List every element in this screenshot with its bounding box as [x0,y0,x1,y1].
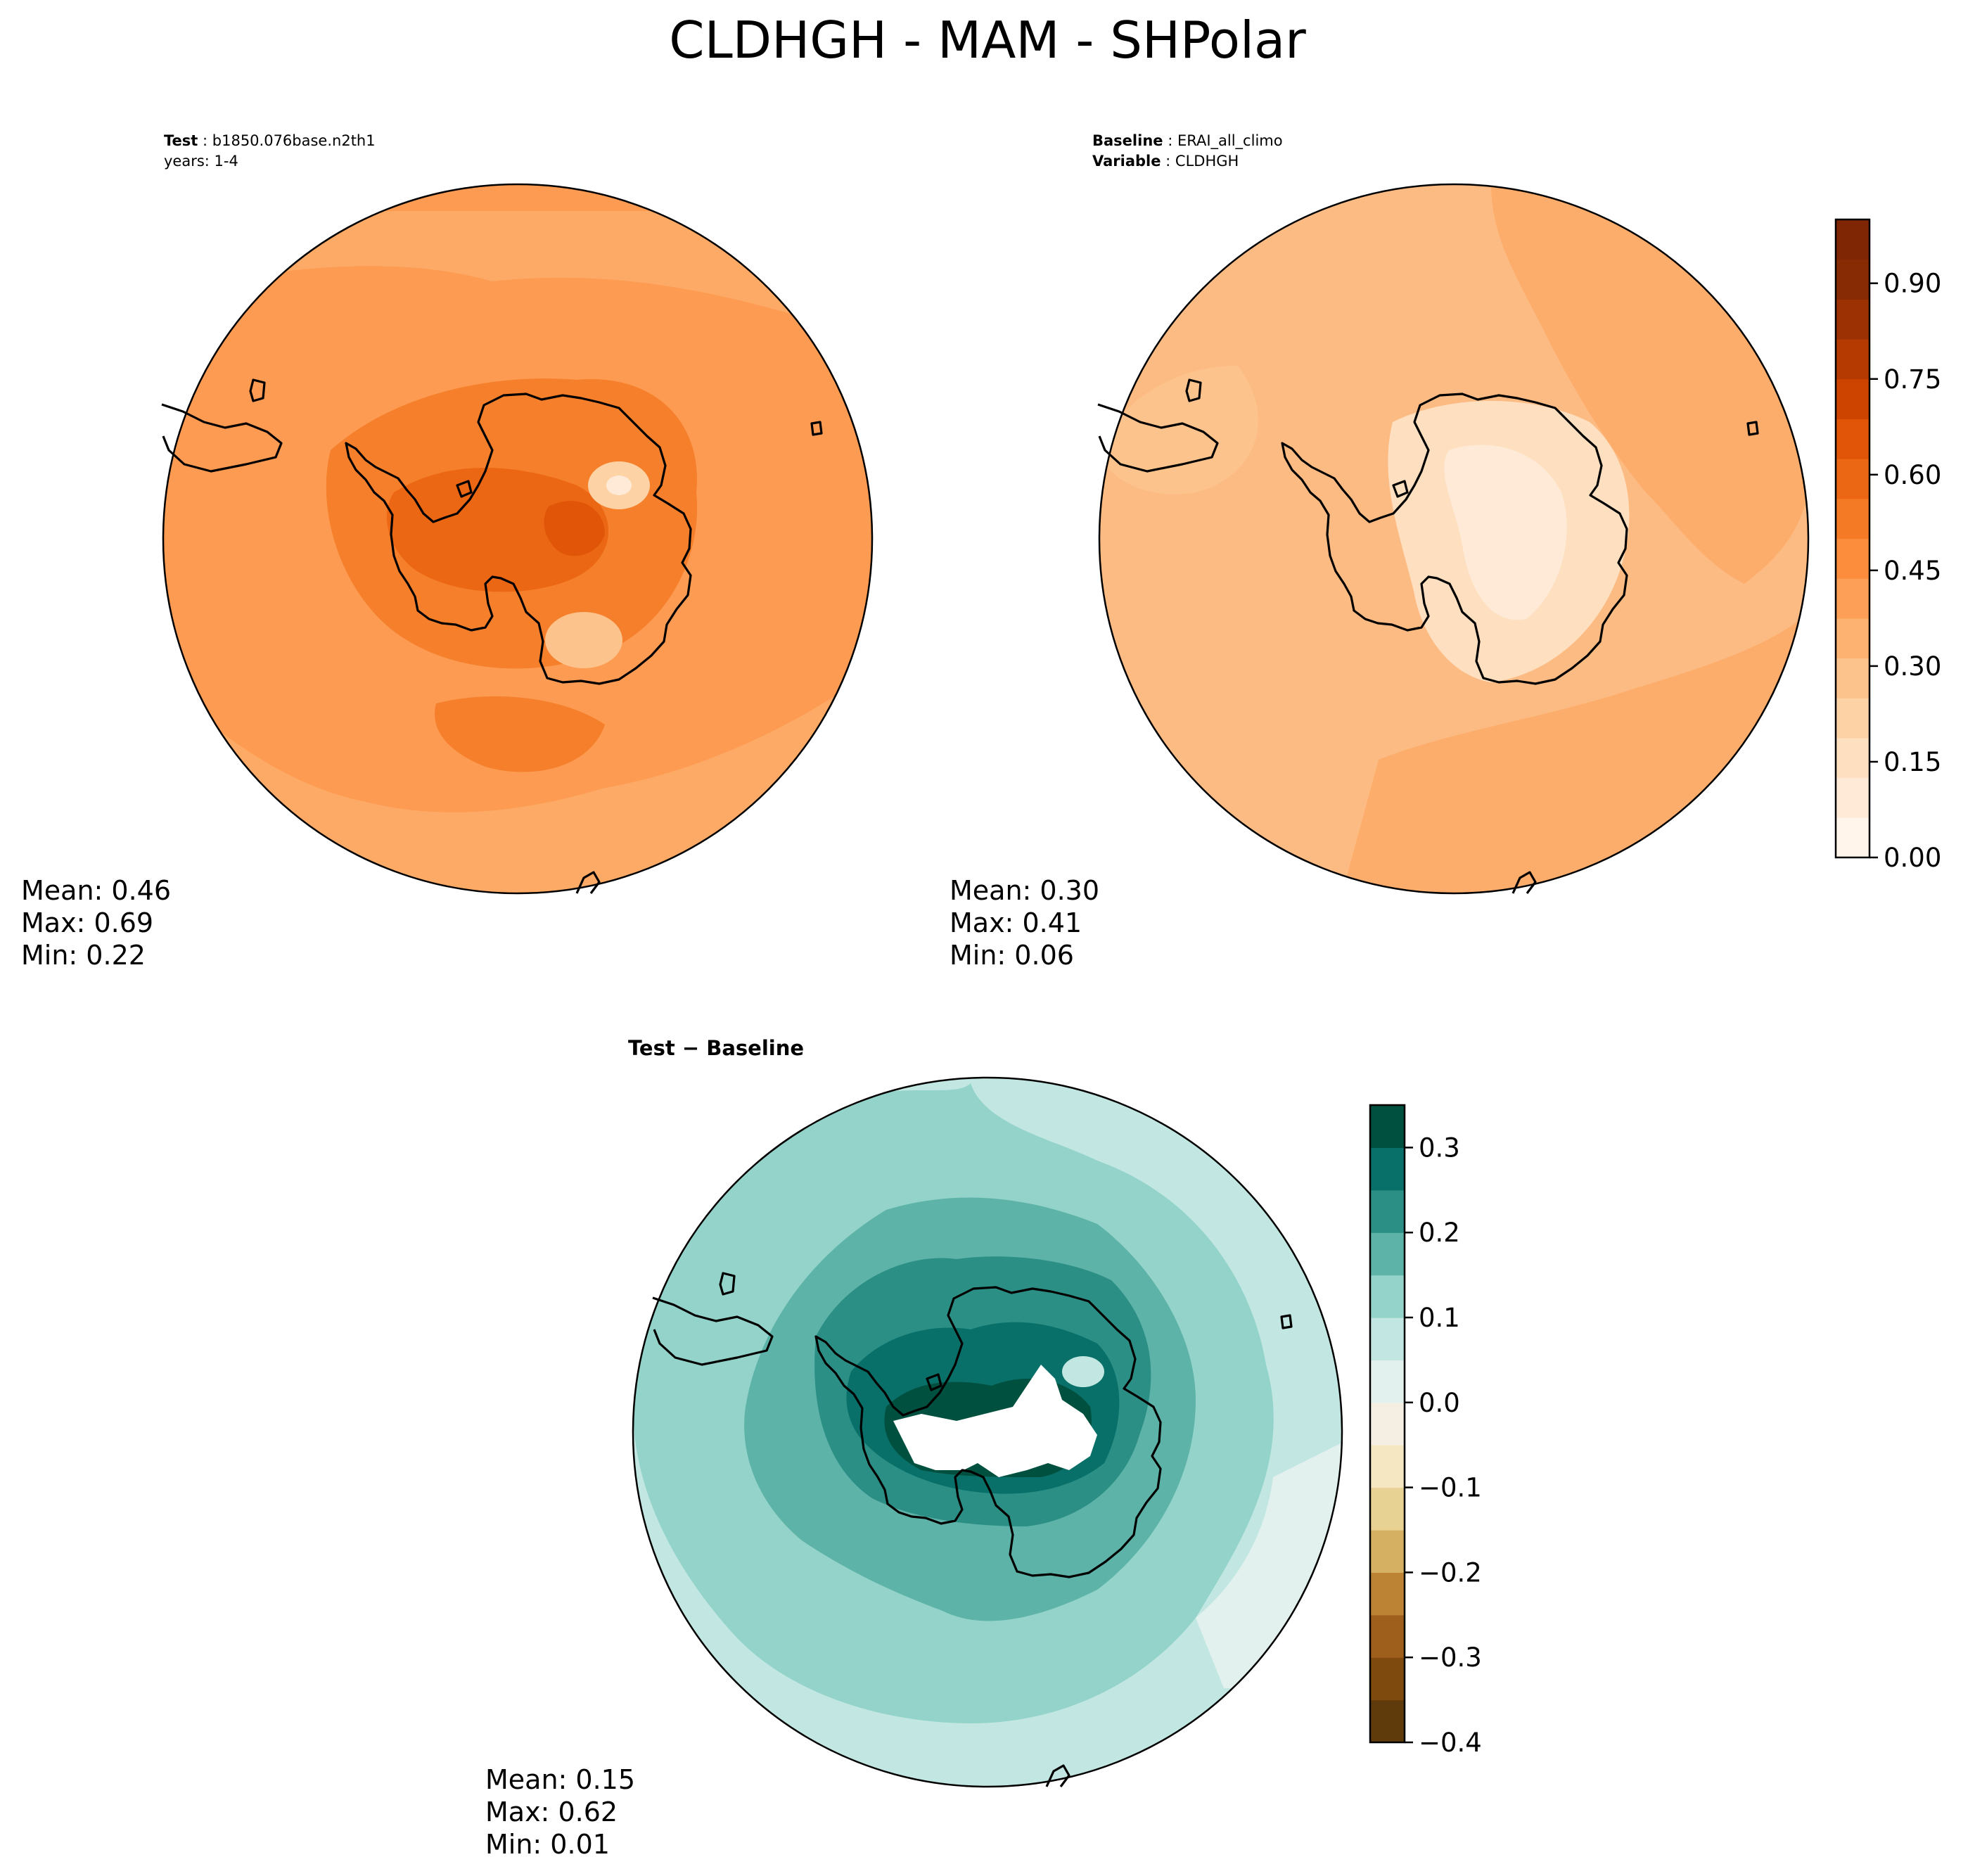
colorbar-main-band [1836,698,1869,739]
test-label: Test [164,132,198,149]
colorbar-diff-tick-label: −0.1 [1419,1473,1482,1503]
colorbar-main-band [1836,737,1869,779]
colorbar-main-band [1836,299,1869,340]
colorbar-main-band [1836,459,1869,499]
test-min: Min: 0.22 [21,940,146,971]
baseline-min: Min: 0.06 [950,940,1074,971]
colorbar-main-band [1836,219,1869,260]
colorbar-diff-band [1370,1232,1405,1276]
baseline-mean: Mean: 0.30 [950,875,1100,906]
colorbar-main-band [1836,419,1869,459]
colorbar-main-tick-label: 0.45 [1884,556,1941,586]
baseline-colon: : [1163,132,1177,149]
baseline-name: ERAI_all_climo [1177,132,1283,149]
colorbar-main-band [1836,259,1869,300]
colorbar-main-tick-label: 0.00 [1884,843,1941,873]
colorbar-diff: −0.4 −0.3 −0.2 −0.1 0.0 0.1 0.2 0.3 [1369,1104,1482,1758]
colorbar-main: 0.00 0.15 0.30 0.45 0.60 0.75 0.90 [1834,218,1941,873]
test-map-border [162,183,874,895]
colorbar-diff-tick-label: 0.1 [1419,1303,1460,1333]
colorbar-main-band [1836,538,1869,579]
diff-map [632,1076,1343,1788]
colorbar-diff-band [1370,1105,1405,1148]
colorbar-main-band [1836,378,1869,420]
colorbar-diff-band [1370,1402,1405,1446]
colorbar-diff-band [1370,1487,1405,1531]
colorbar-diff-band [1370,1699,1405,1743]
colorbar-diff-tick-label: −0.3 [1419,1642,1482,1673]
colorbar-diff-band [1370,1360,1405,1403]
colorbar-main-tick-label: 0.75 [1884,364,1941,395]
diff-map-border [632,1076,1343,1788]
colorbar-diff-band [1370,1189,1405,1233]
colorbar-diff-band [1370,1657,1405,1701]
colorbar-main-band [1836,618,1869,659]
colorbar-diff-band [1370,1317,1405,1360]
baseline-map [1097,183,1810,895]
variable-colon: : [1161,153,1175,170]
colorbar-diff-tick-label: 0.0 [1419,1388,1460,1418]
colorbar-main-band [1836,578,1869,619]
colorbar-diff-tick-label: 0.2 [1419,1218,1460,1248]
baseline-map-border [1098,183,1810,895]
diff-stats: Mean: 0.15 Max: 0.62 Min: 0.01 [485,1763,635,1861]
test-header: Test : b1850.076base.n2th1 years: 1-4 [164,131,376,172]
colorbar-main-band [1836,498,1869,540]
colorbar-main-band [1836,658,1869,698]
colorbar-main-tick-label: 0.60 [1884,460,1941,490]
colorbar-diff-band [1370,1530,1405,1573]
baseline-stats: Mean: 0.30 Max: 0.41 Min: 0.06 [950,874,1099,971]
colorbar-main-frame [1834,218,1871,859]
colorbar-diff-band [1370,1445,1405,1488]
diff-title: Test − Baseline [628,1036,805,1060]
colorbar-main-band [1836,777,1869,818]
test-map [161,183,874,895]
colorbar-diff-frame [1369,1104,1406,1744]
variable-name: CLDHGH [1175,153,1239,170]
test-years: years: 1-4 [164,153,238,170]
diff-max: Max: 0.62 [485,1797,618,1827]
diff-min: Min: 0.01 [485,1829,610,1860]
baseline-header: Baseline : ERAI_all_climo Variable : CLD… [1092,131,1283,172]
figure-title: CLDHGH - MAM - SHPolar [669,11,1306,70]
colorbar-diff-tick-label: 0.3 [1419,1132,1460,1163]
test-name: b1850.076base.n2th1 [212,132,376,149]
colorbar-main-band [1836,339,1869,380]
colorbar-diff-tick-label: −0.4 [1419,1728,1482,1758]
colorbar-diff-band [1370,1572,1405,1616]
colorbar-diff-band [1370,1147,1405,1191]
baseline-max: Max: 0.41 [950,907,1082,938]
colorbar-diff-tick-label: −0.2 [1419,1557,1482,1588]
test-mean: Mean: 0.46 [21,875,172,906]
variable-label: Variable [1092,153,1161,170]
test-max: Max: 0.69 [21,907,154,938]
colorbar-main-tick-label: 0.90 [1884,269,1941,299]
diff-mean: Mean: 0.15 [485,1764,636,1795]
baseline-label: Baseline [1092,132,1163,149]
colorbar-diff-band [1370,1275,1405,1318]
colorbar-main-tick-label: 0.15 [1884,747,1941,777]
colorbar-diff-band [1370,1614,1405,1658]
test-stats: Mean: 0.46 Max: 0.69 Min: 0.22 [21,874,171,971]
test-colon: : [198,132,212,149]
colorbar-main-tick-label: 0.30 [1884,651,1941,682]
colorbar-main-band [1836,817,1869,858]
